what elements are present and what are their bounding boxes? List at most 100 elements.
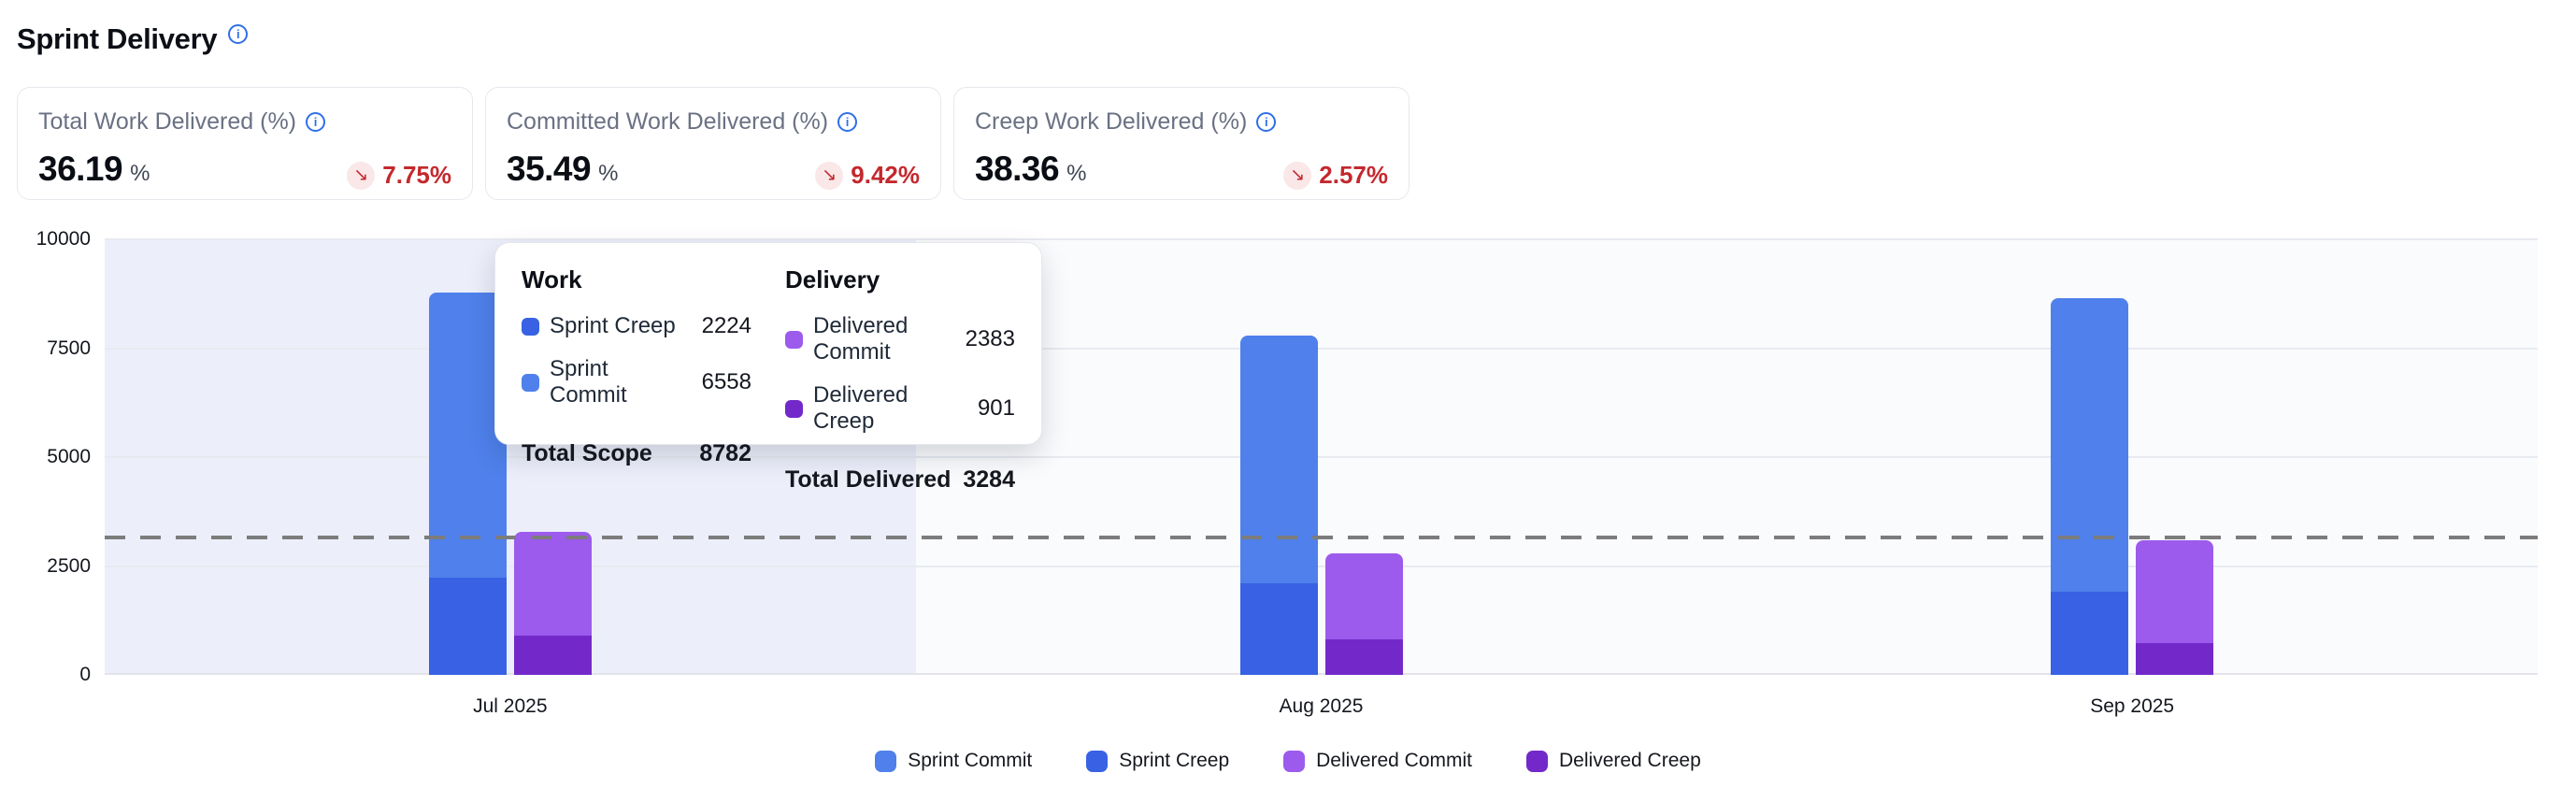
kpi-value: 35.49 [507,150,592,188]
chart-tooltip: Work Sprint Creep 2224 Sprint Commit 655… [494,242,1042,493]
x-axis-tick-label: Sep 2025 [2090,695,2175,717]
kpi-card-label: Committed Work Delivered (%) [507,108,829,135]
tooltip-total-label: Total Delivered [785,466,952,493]
kpi-card-row: Total Work Delivered (%) i 36.19 % ↘ 7.7… [17,87,1410,200]
sprint-creep-segment[interactable] [1239,582,1318,675]
tooltip-row-delivered-creep: Delivered Creep 901 [785,382,1015,435]
tooltip-row-value: 2224 [701,313,751,338]
legend-item-sprint-creep[interactable]: Sprint Creep [1086,750,1229,772]
tooltip-row-value: 901 [977,395,1015,421]
kpi-value: 36.19 [38,150,123,188]
legend-item-delivered-creep[interactable]: Delivered Creep [1526,750,1701,772]
kpi-card-total-work-delivered: Total Work Delivered (%) i 36.19 % ↘ 7.7… [17,87,473,200]
work-bar[interactable] [428,292,507,675]
legend-item-delivered-commit[interactable]: Delivered Commit [1283,750,1472,772]
down-trend-icon: ↘ [815,161,844,190]
tooltip-total-scope: Total Scope 8782 [522,440,751,467]
down-trend-icon: ↘ [1283,161,1312,190]
tooltip-row-label: Sprint Commit [550,356,627,408]
legend-label: Sprint Creep [1119,750,1230,771]
gridline [105,456,2538,458]
tooltip-delivery-column: Delivery Delivered Commit 2383 Delivered… [785,265,1015,493]
y-axis-tick-label: 0 [79,664,91,685]
tooltip-total-value: 3284 [963,466,1015,493]
sprint-commit-segment[interactable] [2051,298,2129,592]
delivered-commit-segment[interactable] [2136,539,2214,643]
gridline [105,238,2538,240]
tooltip-row-delivered-commit: Delivered Commit 2383 [785,313,1015,365]
tooltip-work-column: Work Sprint Creep 2224 Sprint Commit 655… [522,265,751,466]
chart-plot-area [105,238,2538,675]
tooltip-row-sprint-creep: Sprint Creep 2224 [522,313,751,339]
kpi-card-committed-work-delivered: Committed Work Delivered (%) i 35.49 % ↘… [485,87,941,200]
legend-swatch-icon [1086,750,1109,772]
work-bar[interactable] [2051,298,2129,675]
delivery-bar[interactable] [513,531,592,675]
info-icon[interactable]: i [837,112,858,132]
delivered-commit-segment[interactable] [513,531,592,637]
legend-label: Delivered Creep [1559,750,1701,771]
tooltip-row-label: Delivered Commit [813,313,909,365]
kpi-unit: % [130,161,150,186]
sprint-commit-segment[interactable] [1239,335,1318,583]
sprint-creep-segment[interactable] [2051,591,2129,675]
gridline [105,565,2538,567]
gridline [105,347,2538,350]
kpi-delta: ↘ 2.57% [1283,161,1388,190]
legend-item-sprint-commit[interactable]: Sprint Commit [875,750,1032,772]
y-axis-tick-label: 10000 [36,228,91,250]
kpi-delta-value: 2.57% [1319,161,1388,189]
kpi-unit: % [1066,161,1087,186]
tooltip-total-value: 8782 [699,440,751,466]
tooltip-total-label: Total Scope [522,440,652,466]
x-axis-tick-label: Aug 2025 [1279,695,1364,717]
tooltip-row-value: 2383 [965,326,1015,351]
delivered-creep-segment[interactable] [513,636,592,675]
kpi-delta-value: 9.42% [851,161,920,189]
info-icon[interactable]: i [306,112,326,132]
series-swatch-icon [785,399,803,418]
series-swatch-icon [522,317,539,336]
delivered-creep-segment[interactable] [2136,642,2214,675]
delivery-bar[interactable] [1324,553,1403,675]
tooltip-row-label: Sprint Creep [550,313,676,338]
y-axis-tick-label: 2500 [47,554,91,577]
average-delivered-reference-line [105,536,2538,540]
tooltip-total-delivered: Total Delivered 3284 [785,466,1015,494]
y-axis-tick-label: 7500 [47,337,91,359]
tooltip-column-header: Work [522,265,582,294]
legend-swatch-icon [1526,750,1549,772]
y-axis-tick-label: 5000 [47,446,91,467]
legend-label: Sprint Commit [908,750,1033,771]
tooltip-row-label: Delivered Creep [813,382,909,434]
info-icon[interactable]: i [1256,112,1277,132]
chart-legend: Sprint Commit Sprint Creep Delivered Commi… [0,750,2576,772]
series-swatch-icon [785,330,803,349]
tooltip-row-value: 6558 [701,369,751,394]
kpi-delta: ↘ 9.42% [815,161,920,190]
kpi-delta: ↘ 7.75% [347,161,451,190]
kpi-delta-value: 7.75% [382,161,451,189]
legend-swatch-icon [875,750,897,772]
sprint-commit-segment[interactable] [428,292,507,579]
info-icon[interactable]: i [228,24,249,44]
kpi-unit: % [598,161,619,186]
down-trend-icon: ↘ [347,161,376,190]
kpi-card-label: Total Work Delivered (%) [38,108,297,135]
delivery-bar[interactable] [2136,539,2214,675]
sprint-creep-segment[interactable] [428,578,507,675]
work-bar[interactable] [1239,335,1318,675]
delivered-creep-segment[interactable] [1324,638,1403,675]
legend-swatch-icon [1283,750,1306,772]
x-axis-tick-label: Jul 2025 [473,695,548,717]
series-swatch-icon [522,373,539,392]
delivered-commit-segment[interactable] [1324,553,1403,639]
tooltip-row-sprint-commit: Sprint Commit 6558 [522,356,751,408]
tooltip-column-header: Delivery [785,265,880,294]
page-title: Sprint Delivery [17,22,218,55]
legend-label: Delivered Commit [1316,750,1473,771]
kpi-card-creep-work-delivered: Creep Work Delivered (%) i 38.36 % ↘ 2.5… [953,87,1410,200]
kpi-value: 38.36 [975,150,1060,188]
kpi-card-label: Creep Work Delivered (%) [975,108,1248,135]
